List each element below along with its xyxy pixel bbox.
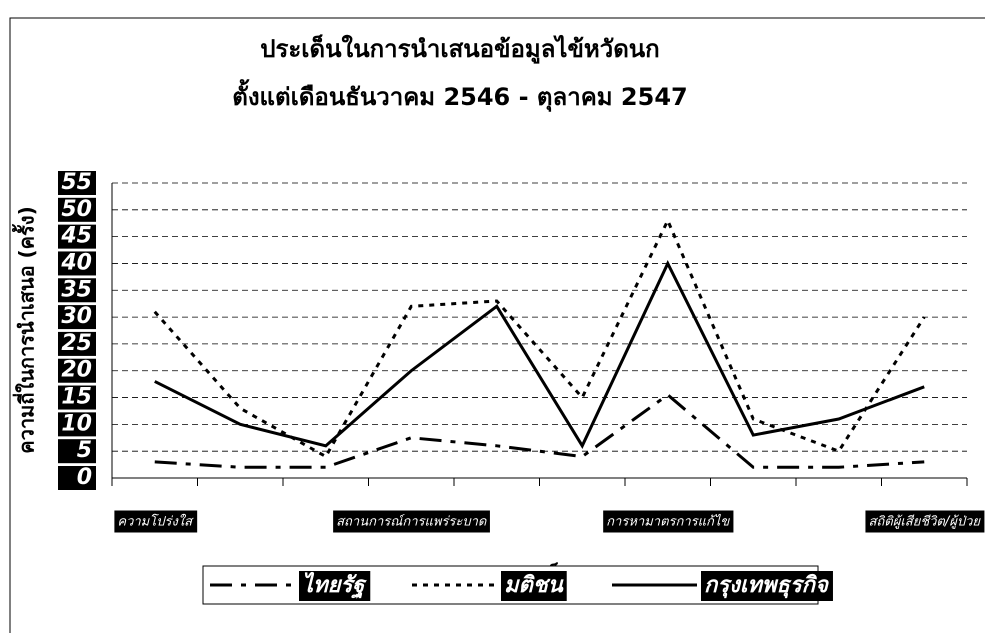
y-tick-label-bg (58, 224, 96, 249)
legend-label: ไทยรัฐ (302, 571, 367, 599)
y-axis-title: ความถี่ในการนำเสนอ (ครั้ง) (12, 206, 39, 453)
x-tick-label-bg (865, 510, 985, 533)
y-tick-label-bg (58, 197, 96, 222)
y-tick-label-bg (58, 412, 96, 437)
x-tick-label: การหามาตรการแก้ไข (606, 514, 730, 530)
x-tick-label: สถิติผู้เสียชีวิต/ผู้ป่วย (868, 514, 981, 530)
y-tick-label: 40 (60, 250, 92, 275)
frame (9, 17, 985, 637)
y-tick-label: 25 (61, 331, 92, 356)
y-tick-label: 30 (61, 304, 92, 329)
y-tick-label: 10 (61, 411, 92, 436)
y-tick-label-bg (58, 251, 96, 276)
y-tick-label-bg (58, 385, 96, 410)
y-tick-label-bg (58, 466, 96, 490)
x-tick-label-bg (333, 510, 490, 533)
legend-label: มติชน (504, 573, 564, 598)
series-line (154, 392, 925, 469)
y-tick-label-bg (58, 331, 96, 356)
y-tick-label-bg (58, 171, 96, 195)
y-tick-label: 15 (61, 385, 92, 410)
y-tick-label: 35 (61, 277, 92, 302)
x-tick-label-bg (114, 510, 198, 533)
legend-label-bg (501, 571, 567, 601)
legend-label-bg (701, 571, 833, 601)
x-tick-label-bg (603, 510, 734, 533)
chart-subtitle: ตั้งแต่เดือนธันวาคม 2546 - ตุลาคม 2547 (232, 78, 687, 113)
x-tick-label: สถานการณ์การแพร่ระบาด (336, 514, 487, 530)
y-tick-label: 50 (61, 197, 92, 222)
y-tick-label-bg (58, 278, 96, 303)
y-tick-label: 55 (61, 170, 92, 195)
legend-label: กรุงเทพธุรกิจ (704, 573, 830, 599)
y-tick-label: 5 (77, 438, 92, 463)
x-tick-label: ความโปร่งใส (117, 514, 194, 530)
y-tick-label: 20 (61, 358, 92, 383)
y-tick-label-bg (58, 439, 96, 464)
y-tick-label-bg (58, 358, 96, 383)
chart-title: ประเด็นในการนำเสนอข้อมูลไข้หวัดนก (260, 34, 659, 64)
legend-label-bg (299, 571, 371, 601)
y-tick-label: 45 (60, 224, 92, 249)
y-tick-label-bg (58, 305, 96, 330)
y-tick-label: 0 (77, 465, 92, 490)
series-line (153, 216, 926, 459)
series-line (154, 260, 925, 449)
